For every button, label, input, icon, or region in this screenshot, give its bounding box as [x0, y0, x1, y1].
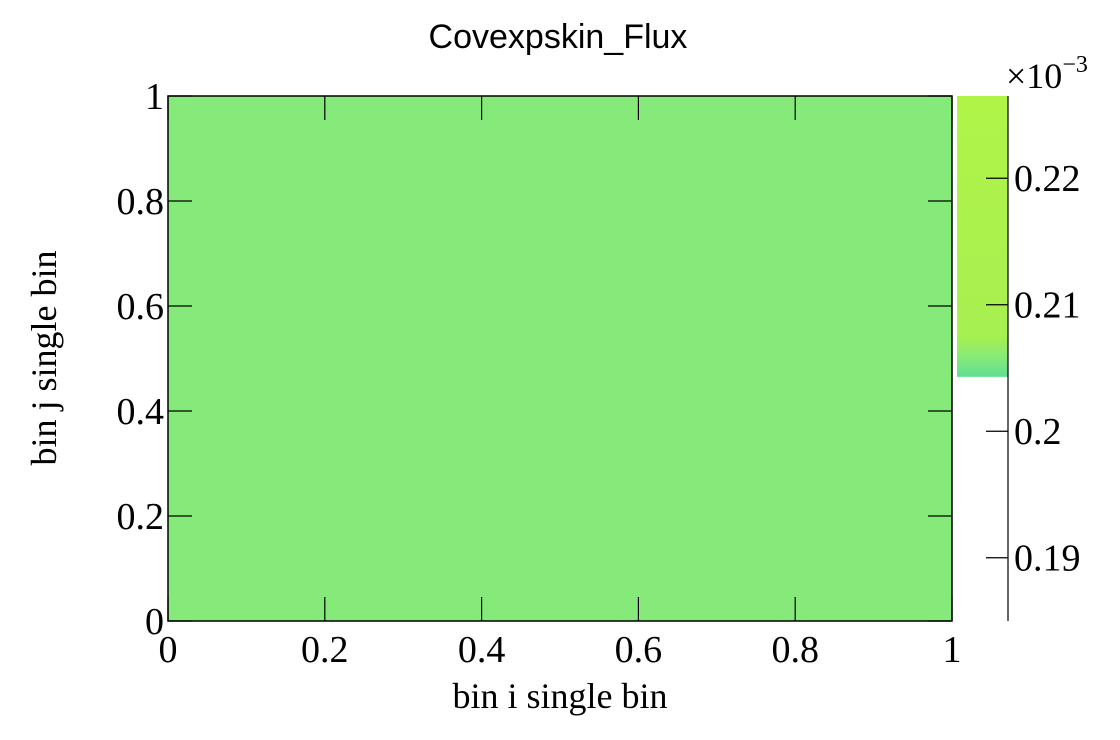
heatmap-cells [168, 96, 952, 621]
y-tick-label: 0.2 [117, 496, 165, 538]
colorbar-tick-label: 0.19 [1014, 538, 1081, 580]
axis-ticks [167, 95, 953, 622]
y-tick-labels: 0 0.2 0.4 0.6 0.8 1 [117, 76, 165, 643]
x-tick-label: 1 [943, 629, 962, 671]
colorbar-tick-label: 0.2 [1014, 411, 1062, 453]
colorbar-scale-exponent: −3 [1062, 52, 1088, 78]
colorbar-scale-label: ×10−3 [1006, 52, 1088, 96]
x-tick-label: 0 [159, 629, 178, 671]
x-tick-label: 0.6 [615, 629, 663, 671]
y-tick-label: 1 [145, 76, 164, 118]
y-tick-label: 0.4 [117, 391, 165, 433]
x-tick-label: 0.8 [771, 629, 819, 671]
heatmap-cell [168, 96, 952, 621]
x-axis-label: bin i single bin [453, 676, 668, 716]
colorbar-scale-base: ×10 [1006, 56, 1062, 96]
y-axis-label: bin j single bin [24, 251, 64, 466]
colorbar-fill [957, 96, 1008, 377]
chart-title: Covexpskin_Flux [429, 18, 688, 56]
y-tick-label: 0.8 [117, 181, 165, 223]
colorbar-tick-label: 0.22 [1014, 158, 1081, 200]
colorbar: 0.19 0.2 0.21 0.22 [957, 96, 1081, 621]
y-tick-label: 0.6 [117, 286, 165, 328]
x-tick-labels: 0 0.2 0.4 0.6 0.8 1 [159, 629, 962, 671]
plot-frame [167, 95, 953, 622]
x-tick-label: 0.2 [301, 629, 349, 671]
colorbar-tick-label: 0.21 [1014, 285, 1081, 327]
x-tick-label: 0.4 [458, 629, 506, 671]
y-tick-label: 0 [145, 601, 164, 643]
